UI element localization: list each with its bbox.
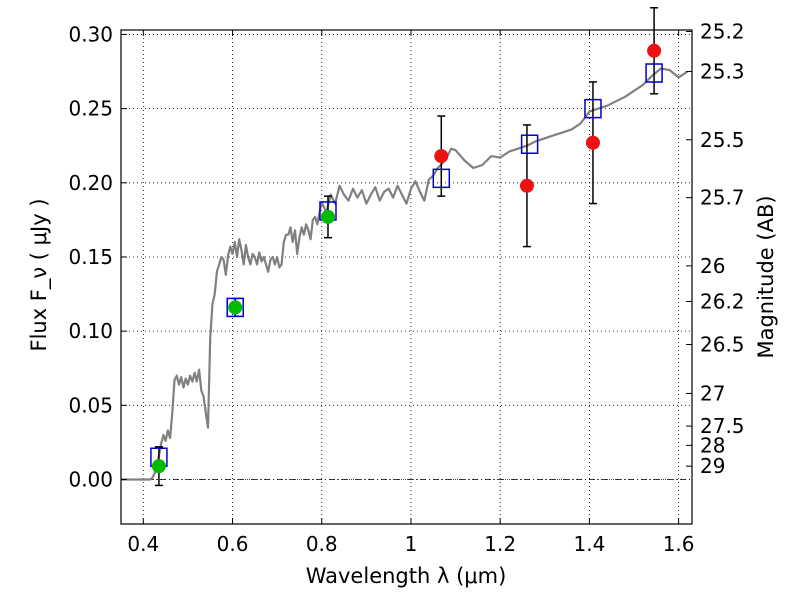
model-photometry-square — [432, 168, 451, 189]
mag-tick-label: 26.2 — [700, 289, 745, 313]
y-tick-label: 0.00 — [68, 467, 113, 491]
model-photometry-square — [645, 63, 663, 83]
axes-frame — [120, 29, 693, 525]
x-tick-label: 0.6 — [217, 532, 249, 556]
model-photometry-square — [226, 297, 244, 318]
model-photometry-square — [584, 98, 602, 119]
detection-point — [320, 209, 335, 224]
y-axis-label: Flux F_ν ( μJy ) — [27, 198, 52, 351]
red-point — [585, 135, 600, 150]
detection-point — [228, 300, 243, 315]
mag-tick-label: 25.3 — [700, 60, 745, 84]
y-tick-label: 0.30 — [68, 22, 113, 46]
mag-tick-label: 25.5 — [700, 128, 745, 152]
red-point — [434, 149, 449, 164]
mag-tick-label: 25.2 — [700, 19, 745, 43]
y2-axis-label: Magnitude (AB) — [754, 195, 778, 358]
mag-tick-label: 26.5 — [700, 332, 745, 356]
y-tick-label: 0.25 — [68, 97, 113, 121]
y-tick-label: 0.15 — [68, 245, 113, 269]
x-tick-label: 1.6 — [663, 532, 695, 556]
y-tick-label: 0.10 — [68, 319, 113, 343]
x-tick-label: 1.2 — [484, 532, 516, 556]
detection-point — [151, 459, 166, 474]
red-point — [647, 43, 662, 58]
red-point — [519, 178, 534, 193]
x-tick-label: 0.8 — [306, 532, 338, 556]
x-axis-label: Wavelength λ (μm) — [306, 564, 507, 588]
model-spectrum-line — [121, 67, 689, 481]
model-photometry-square — [520, 134, 539, 154]
mag-tick-label: 27.5 — [700, 414, 745, 438]
x-tick-label: 1.4 — [573, 532, 605, 556]
mag-tick-label: 29 — [700, 454, 725, 478]
x-tick-label: 1 — [405, 532, 418, 556]
axes: 0.4 0.6 0.8 1 1.2 1.4 1.6 0.00 0.05 0.10 0.15 0.20 0… — [68, 19, 744, 556]
mag-tick-label: 26 — [700, 254, 725, 278]
mag-tick-label: 28 — [700, 433, 725, 457]
grid-lines — [121, 30, 692, 524]
y-tick-label: 0.05 — [68, 393, 113, 417]
y-tick-label: 0.20 — [68, 171, 113, 195]
mag-tick-label: 25.7 — [700, 186, 745, 210]
x-tick-label: 0.4 — [127, 532, 159, 556]
mag-tick-label: 27 — [700, 381, 725, 405]
plot-area — [121, 6, 689, 487]
